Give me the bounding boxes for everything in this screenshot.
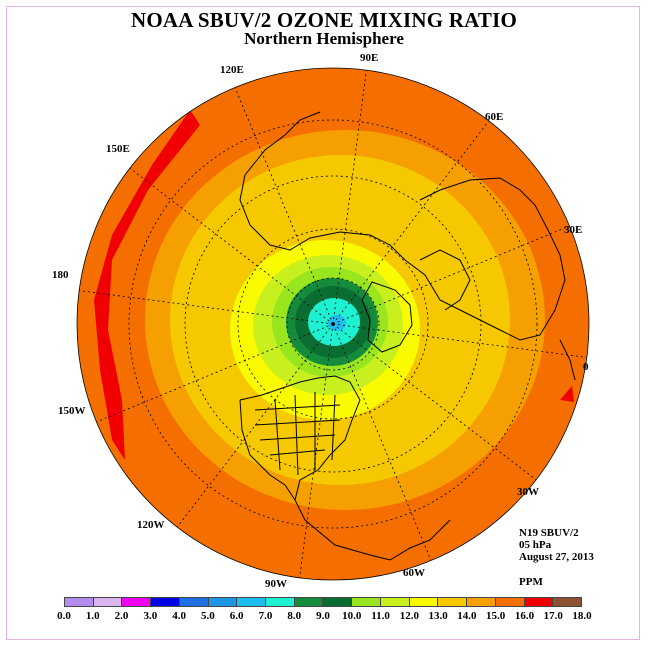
lon-label-150e: 150E [106, 143, 130, 155]
colorbar-swatch [352, 598, 381, 606]
lon-label-120w: 120W [137, 519, 165, 531]
lon-label-120e: 120E [220, 64, 244, 76]
map-subtitle: Northern Hemisphere [244, 29, 404, 48]
date-label: August 27, 2013 [519, 551, 594, 563]
lon-label-30e: 30E [564, 224, 582, 236]
colorbar-tick-label: 6.0 [229, 610, 244, 622]
lon-label-90e: 90E [360, 52, 378, 64]
colorbar-swatch [122, 598, 152, 606]
colorbar-tick-label: 3.0 [143, 610, 158, 622]
colorbar-swatch [237, 598, 267, 606]
colorbar-swatch [524, 598, 554, 606]
africa-coast [559, 339, 576, 381]
map-disc-border [76, 67, 590, 581]
colorbar-tick-label: 12.0 [399, 610, 419, 622]
colorbar-tick-label: 18.0 [572, 610, 592, 622]
colorbar-swatch [65, 598, 94, 606]
colorbar-tick-label: 14.0 [457, 610, 477, 622]
lon-label-30w: 30W [517, 486, 539, 498]
map-title: NOAA SBUV/2 OZONE MIXING RATIO [131, 8, 517, 32]
colorbar-swatch [266, 598, 295, 606]
colorbar-swatch [467, 598, 496, 606]
colorbar-tick-label: 2.0 [114, 610, 129, 622]
colorbar-tick-label: 15.0 [486, 610, 506, 622]
lon-label-60e: 60E [485, 111, 503, 123]
colorbar-tick-label: 0.0 [57, 610, 71, 622]
pressure-level-label: 05 hPa [519, 539, 552, 551]
lon-label-0: 0 [583, 361, 589, 373]
colorbar-swatch [409, 598, 439, 606]
colorbar-tick-label: 1.0 [85, 610, 100, 622]
colorbar-swatch [380, 598, 410, 606]
colorbar-swatch [208, 598, 238, 606]
colorbar-swatch [294, 598, 324, 606]
lon-label-150w: 150W [58, 405, 86, 417]
colorbar-tick-label: 4.0 [172, 610, 186, 622]
colorbar-swatch [151, 598, 180, 606]
europe-coast [419, 249, 471, 311]
longitude-labels: 90E 60E 30E 0 30W 60W 90W 120W 150W 180 … [52, 52, 589, 590]
field-band-16-17-east [560, 386, 574, 402]
colorbar-swatch [93, 598, 123, 606]
colorbar-swatch [179, 598, 209, 606]
colorbar-tick-label: 9.0 [316, 610, 330, 622]
us-state-grid [254, 392, 341, 476]
colorbar-swatch [553, 598, 581, 606]
parallels [128, 119, 538, 529]
lon-label-180: 180 [52, 269, 69, 281]
instrument-label: N19 SBUV/2 [519, 527, 579, 539]
north-america-coast [239, 375, 451, 561]
colorbar-tick-label: 11.0 [371, 610, 390, 622]
units-label: PPM [519, 576, 543, 588]
colorbar-tick-label: 10.0 [342, 610, 362, 622]
colorbar-tick-label: 5.0 [201, 610, 215, 622]
colorbar-tick-label: 8.0 [287, 610, 302, 622]
lon-label-90w: 90W [265, 578, 287, 590]
ozone-field [77, 68, 589, 580]
colorbar-swatch [495, 598, 525, 606]
field-band-6-7 [328, 315, 346, 331]
lon-label-60w: 60W [403, 567, 425, 579]
colorbar-tick-label: 7.0 [258, 610, 273, 622]
colorbar [64, 597, 582, 607]
colorbar-swatch [438, 598, 468, 606]
colorbar-tick-label: 16.0 [514, 610, 535, 622]
colorbar-tick-label: 17.0 [543, 610, 563, 622]
colorbar-tick-label: 13.0 [428, 610, 448, 622]
colorbar-swatch [323, 598, 353, 606]
field-band-16-17 [94, 110, 200, 460]
eurasia-coast [239, 111, 566, 341]
